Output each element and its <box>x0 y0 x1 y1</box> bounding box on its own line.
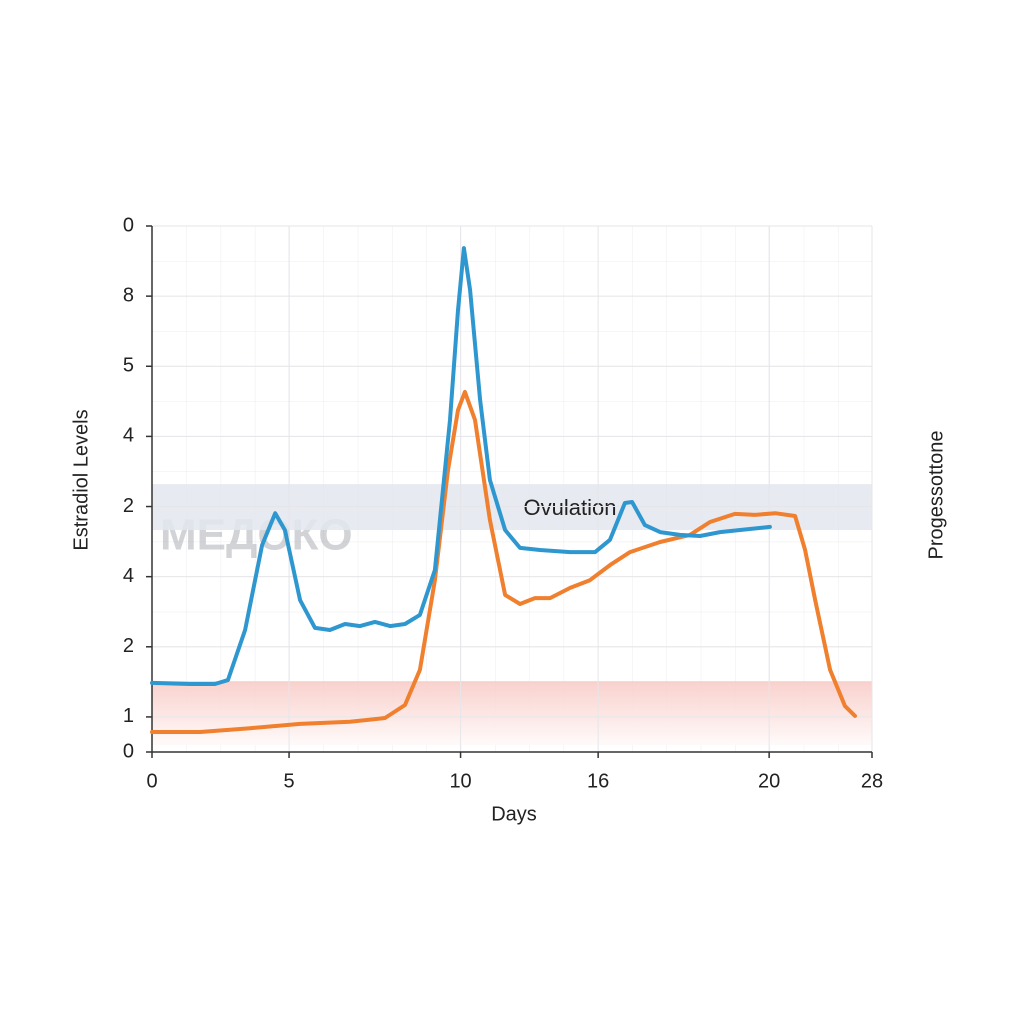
y-tick-label: 8 <box>123 284 134 306</box>
x-tick-label: 28 <box>861 770 883 792</box>
y2-axis-label: Progessottone <box>925 431 947 560</box>
y-tick-label: 0 <box>123 740 134 762</box>
y-tick-label: 0 <box>123 214 134 236</box>
x-tick-label: 5 <box>283 770 294 792</box>
series-line <box>150 389 857 734</box>
y-axis-label: Estradiol Levels <box>70 409 92 550</box>
series-line <box>150 246 772 686</box>
x-tick-label: 0 <box>146 770 157 792</box>
y-tick-label: 5 <box>123 355 134 377</box>
x-tick-label: 16 <box>587 770 609 792</box>
y-tick-label: 4 <box>123 565 134 587</box>
band-label: Ovulation <box>524 495 617 520</box>
y-tick-label: 2 <box>123 635 134 657</box>
band <box>152 484 872 531</box>
x-tick-label: 10 <box>449 770 471 792</box>
y-tick-label: 1 <box>123 705 134 727</box>
y-tick-label: 4 <box>123 425 134 447</box>
y-tick-label: 2 <box>123 495 134 517</box>
x-axis-label: Days <box>491 803 537 825</box>
band-fade <box>152 681 872 745</box>
x-tick-label: 20 <box>758 770 780 792</box>
